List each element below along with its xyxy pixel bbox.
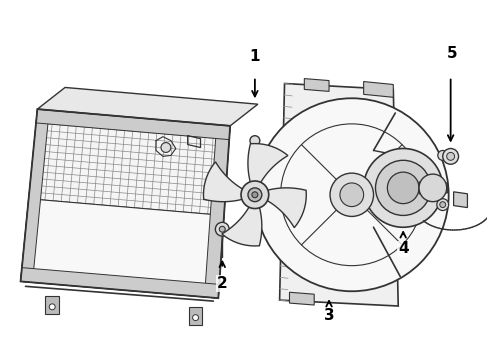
Circle shape [437, 199, 449, 211]
Text: 5: 5 [447, 46, 458, 62]
Circle shape [375, 160, 431, 215]
Circle shape [447, 152, 455, 160]
Polygon shape [189, 307, 202, 325]
Circle shape [161, 143, 171, 152]
Circle shape [255, 98, 449, 291]
Circle shape [438, 150, 448, 160]
Circle shape [330, 173, 373, 216]
Polygon shape [248, 144, 288, 183]
Circle shape [241, 181, 269, 208]
Circle shape [49, 304, 55, 310]
Polygon shape [28, 109, 230, 215]
Polygon shape [419, 182, 448, 194]
Polygon shape [45, 296, 59, 314]
Polygon shape [366, 182, 395, 199]
Polygon shape [222, 206, 262, 246]
Text: 1: 1 [249, 49, 260, 64]
Text: 3: 3 [324, 309, 334, 323]
Polygon shape [280, 84, 398, 306]
Polygon shape [204, 125, 230, 298]
Circle shape [193, 315, 198, 321]
Circle shape [248, 188, 262, 202]
Polygon shape [37, 87, 258, 126]
Circle shape [388, 172, 419, 204]
Circle shape [252, 192, 258, 198]
Circle shape [440, 202, 446, 208]
Polygon shape [21, 267, 219, 298]
Circle shape [443, 148, 459, 164]
Polygon shape [36, 109, 230, 140]
Polygon shape [267, 188, 306, 228]
Circle shape [340, 183, 364, 207]
Polygon shape [454, 192, 467, 208]
Circle shape [220, 226, 225, 232]
Polygon shape [304, 78, 329, 91]
Polygon shape [364, 82, 393, 97]
Polygon shape [203, 162, 243, 202]
Polygon shape [21, 109, 49, 282]
Polygon shape [290, 292, 314, 305]
Circle shape [215, 222, 229, 236]
Circle shape [250, 136, 260, 145]
Circle shape [419, 174, 447, 202]
Text: 2: 2 [217, 276, 228, 291]
Polygon shape [21, 199, 224, 298]
Circle shape [364, 148, 443, 227]
Text: 4: 4 [398, 242, 409, 256]
